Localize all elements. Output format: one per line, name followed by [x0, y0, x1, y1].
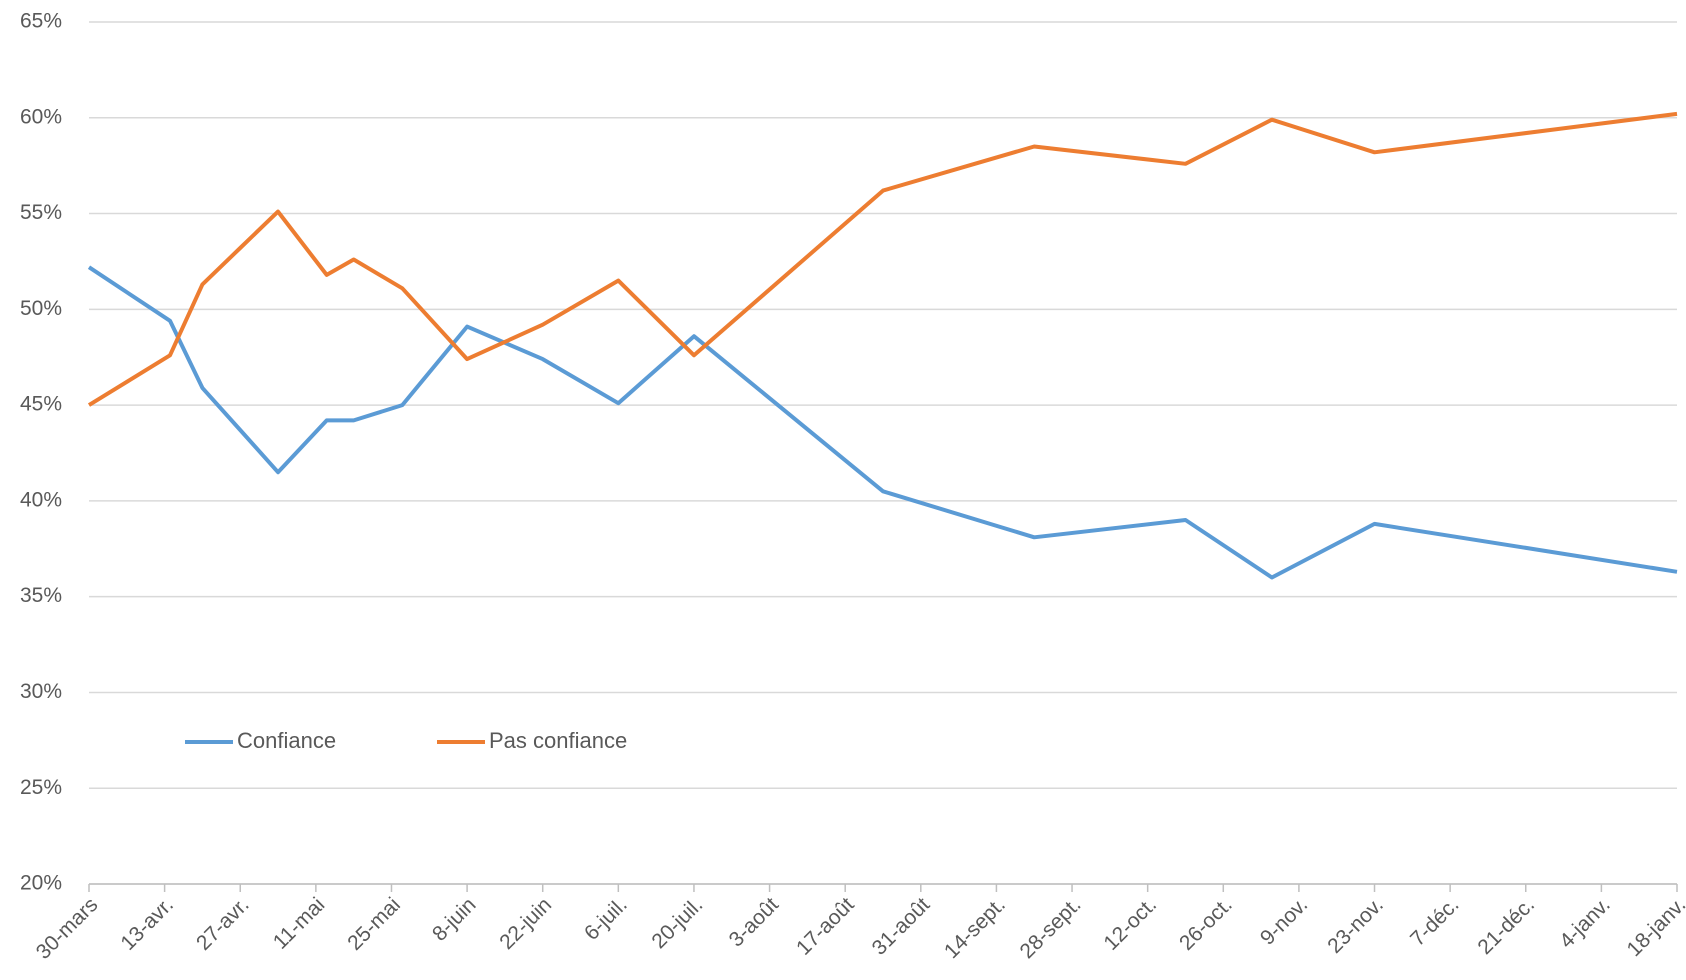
y-tick-label: 20%	[20, 872, 62, 895]
legend-label: Confiance	[237, 728, 336, 753]
x-tick-label: 17-août	[792, 893, 859, 960]
x-tick-label: 30-mars	[32, 893, 103, 964]
x-tick-label: 11-mai	[269, 893, 330, 954]
y-tick-label: 60%	[20, 105, 62, 128]
x-tick-label: 18-janv.	[1622, 893, 1686, 961]
y-tick-label: 55%	[20, 201, 62, 224]
x-tick-label: 6-juil.	[580, 893, 632, 945]
x-tick-label: 14-sept.	[940, 893, 1010, 963]
x-tick-label: 13-avr.	[116, 893, 178, 955]
x-tick-label: 9-nov.	[1256, 893, 1312, 949]
y-tick-label: 40%	[20, 488, 62, 511]
x-tick-label: 12-oct.	[1099, 893, 1161, 955]
x-tick-label: 26-oct.	[1175, 893, 1237, 955]
x-tick-label: 3-août	[725, 893, 783, 951]
x-tick-label: 20-juil.	[647, 893, 707, 953]
series-line	[87, 111, 1678, 407]
x-tick-label: 27-avr.	[192, 893, 254, 955]
y-tick-label: 30%	[20, 680, 62, 703]
series-line	[87, 265, 1678, 580]
y-tick-label: 35%	[20, 584, 62, 607]
x-tick-label: 4-janv.	[1555, 893, 1615, 953]
x-tick-label: 25-mai	[343, 893, 405, 955]
x-tick-label: 8-juin	[428, 893, 481, 946]
legend-label: Pas confiance	[489, 728, 627, 753]
x-tick-label: 21-déc.	[1473, 893, 1539, 959]
x-tick-label: 22-juin	[495, 893, 556, 954]
x-tick-label: 23-nov.	[1323, 893, 1388, 958]
y-tick-label: 45%	[20, 393, 62, 416]
y-tick-label: 50%	[20, 297, 62, 320]
x-tick-label: 28-sept.	[1016, 893, 1086, 963]
y-tick-label: 25%	[20, 776, 62, 799]
x-tick-label: 31-août	[868, 893, 935, 960]
legend: Confiance Pas confiance	[185, 728, 627, 753]
y-tick-label: 65%	[20, 10, 62, 33]
x-tick-label: 7-déc.	[1406, 893, 1464, 951]
